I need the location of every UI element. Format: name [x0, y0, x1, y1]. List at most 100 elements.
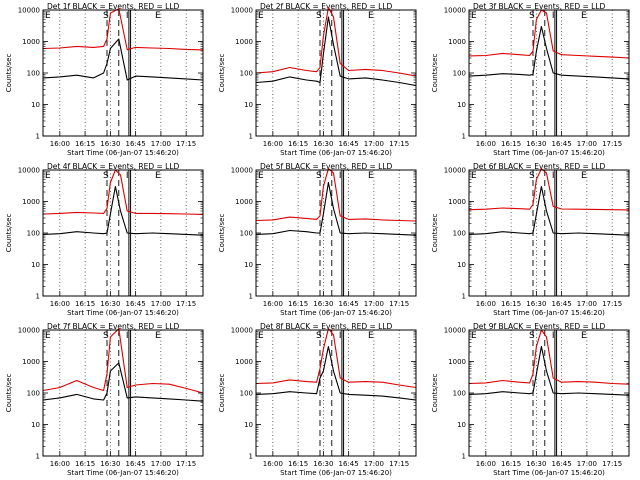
- x-tick-label: 16:45: [552, 140, 572, 148]
- series-events-line: [468, 185, 630, 236]
- y-tick-label: 1: [462, 133, 466, 141]
- x-tick-label: 16:00: [476, 140, 496, 148]
- x-tick-label: 17:00: [364, 460, 384, 468]
- panel-title: Det 7f BLACK = Events, RED = LLD: [47, 322, 180, 331]
- x-tick-label: 16:30: [100, 460, 120, 468]
- y-tick-label: 1000: [448, 198, 466, 206]
- y-tick-label: 10: [244, 261, 253, 269]
- marker-letter: I: [126, 171, 129, 181]
- x-tick-label: 16:45: [126, 460, 146, 468]
- series-lld-line: [42, 8, 204, 51]
- series-events-line: [42, 362, 204, 402]
- x-tick-label: 16:45: [126, 140, 146, 148]
- panel-title: Det 9f BLACK = Events, RED = LLD: [473, 322, 606, 331]
- y-tick-label: 1000: [235, 198, 253, 206]
- y-tick-label: 10: [31, 261, 40, 269]
- x-axis-label: Start Time (06-Jan-07 15:46:20): [280, 149, 392, 157]
- x-tick-label: 16:15: [75, 140, 95, 148]
- x-axis-label: Start Time (06-Jan-07 15:46:20): [67, 469, 179, 477]
- x-tick-label: 16:00: [476, 460, 496, 468]
- marker-letter: E: [45, 331, 51, 341]
- y-tick-label: 10: [31, 101, 40, 109]
- series-lld-line: [42, 328, 204, 394]
- y-tick-label: 10: [457, 261, 466, 269]
- y-tick-label: 10000: [444, 167, 466, 175]
- y-tick-label: 100: [27, 230, 40, 238]
- marker-letter: I: [552, 171, 555, 181]
- x-tick-label: 16:45: [339, 300, 359, 308]
- y-tick-label: 1000: [22, 38, 40, 46]
- series-events-line: [255, 16, 417, 87]
- marker-letter: E: [258, 171, 264, 181]
- x-tick-label: 17:00: [151, 140, 171, 148]
- y-tick-label: 100: [453, 390, 466, 398]
- x-tick-label: 16:00: [476, 300, 496, 308]
- x-tick-label: 16:30: [526, 140, 546, 148]
- series-events-line: [468, 25, 630, 80]
- x-tick-label: 16:45: [339, 460, 359, 468]
- panel-title: Det 2f BLACK = Events, RED = LLD: [260, 2, 393, 11]
- x-tick-label: 16:15: [75, 460, 95, 468]
- x-axis-label: Start Time (06-Jan-07 15:46:20): [67, 309, 179, 317]
- x-tick-label: 17:00: [364, 140, 384, 148]
- x-tick-label: 16:15: [288, 300, 308, 308]
- y-tick-label: 100: [27, 70, 40, 78]
- y-axis-label: Counts/sec: [218, 54, 226, 93]
- x-tick-label: 17:15: [176, 460, 196, 468]
- y-tick-label: 1000: [448, 38, 466, 46]
- x-tick-label: 16:15: [288, 140, 308, 148]
- x-axis-label: Start Time (06-Jan-07 15:46:20): [280, 469, 392, 477]
- y-axis-label: Counts/sec: [5, 214, 13, 253]
- x-tick-label: 16:15: [501, 140, 521, 148]
- x-axis-label: Start Time (06-Jan-07 15:46:20): [280, 309, 392, 317]
- x-tick-label: 17:15: [176, 300, 196, 308]
- marker-letter: E: [581, 171, 587, 181]
- x-axis-label: Start Time (06-Jan-07 15:46:20): [67, 149, 179, 157]
- x-tick-label: 16:30: [100, 140, 120, 148]
- y-tick-label: 10000: [18, 327, 40, 335]
- x-tick-label: 16:00: [50, 300, 70, 308]
- y-tick-label: 1: [249, 293, 253, 301]
- marker-letter: I: [126, 331, 129, 341]
- y-axis-label: Counts/sec: [431, 214, 439, 253]
- marker-letter: E: [155, 11, 161, 21]
- panel-title: Det 1f BLACK = Events, RED = LLD: [47, 2, 180, 11]
- x-tick-label: 16:15: [501, 300, 521, 308]
- y-tick-label: 10: [31, 421, 40, 429]
- x-tick-label: 16:15: [288, 460, 308, 468]
- x-tick-label: 16:45: [126, 300, 146, 308]
- x-tick-label: 16:30: [313, 140, 333, 148]
- y-tick-label: 10000: [18, 7, 40, 15]
- marker-letter: E: [368, 11, 374, 21]
- x-axis-label: Start Time (06-Jan-07 15:46:20): [493, 149, 605, 157]
- x-tick-label: 16:45: [552, 460, 572, 468]
- marker-letter: I: [339, 171, 342, 181]
- marker-letter: I: [339, 11, 342, 21]
- x-tick-label: 17:00: [151, 300, 171, 308]
- marker-letter: S: [103, 11, 109, 21]
- marker-letter: I: [552, 11, 555, 21]
- marker-letter: E: [581, 331, 587, 341]
- x-tick-label: 17:15: [176, 140, 196, 148]
- x-tick-label: 16:00: [50, 460, 70, 468]
- series-lld-line: [468, 9, 630, 59]
- y-tick-label: 10000: [231, 7, 253, 15]
- y-tick-label: 1000: [235, 38, 253, 46]
- y-tick-label: 1000: [22, 358, 40, 366]
- x-tick-label: 16:30: [100, 300, 120, 308]
- marker-letter: S: [529, 171, 535, 181]
- x-tick-label: 17:00: [577, 140, 597, 148]
- marker-letter: S: [103, 171, 109, 181]
- y-tick-label: 10000: [231, 167, 253, 175]
- x-tick-label: 16:30: [313, 460, 333, 468]
- y-tick-label: 100: [240, 230, 253, 238]
- y-axis-label: Counts/sec: [431, 54, 439, 93]
- y-tick-label: 100: [453, 230, 466, 238]
- marker-letter: S: [103, 331, 109, 341]
- series-lld-line: [42, 169, 204, 215]
